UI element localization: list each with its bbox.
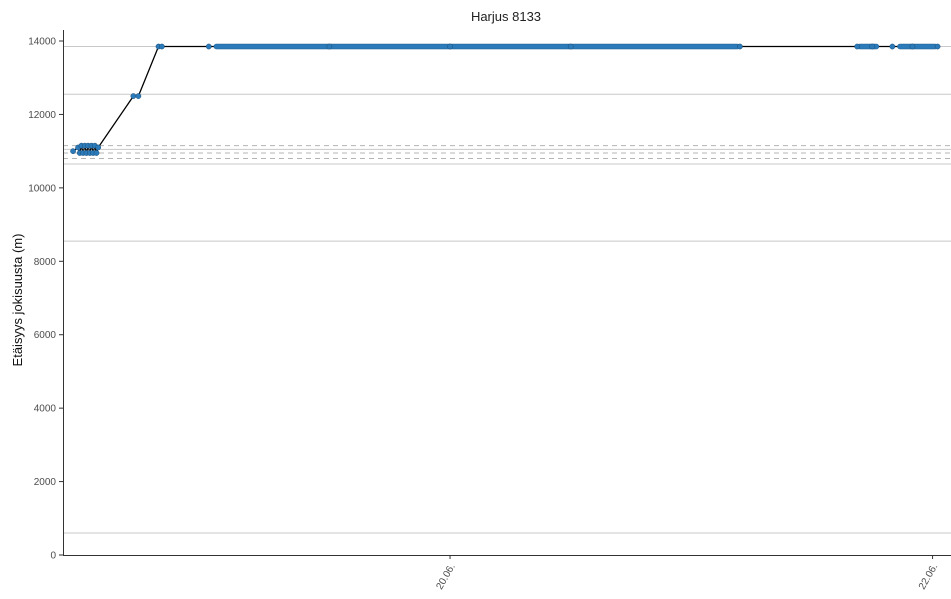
y-tick-label: 2000 [34,477,57,488]
y-ticks: 0 2000 4000 6000 8000 10000 12000 14000 [28,37,63,562]
chart-title: Harjus 8133 [471,9,541,24]
y-tick-label: 0 [50,551,56,562]
series-point [869,43,876,50]
y-tick-label: 4000 [34,404,57,415]
reference-lines [63,46,951,534]
series-point [93,150,100,156]
series-point [889,43,896,50]
x-ticks: 20.06. 22.06. [434,555,940,592]
series-point [205,43,212,50]
y-tick-label: 8000 [34,257,57,268]
series-dense-run [856,43,880,50]
series-dense-run [213,43,741,50]
series-point [130,93,137,99]
series-point [326,43,333,50]
y-axis-label: Etäisyys jokisuusta (m) [10,234,25,367]
series-point [934,43,941,50]
series-line [72,45,938,156]
series-point [135,93,142,99]
axes [63,30,951,556]
series-point [737,43,743,50]
series-group [70,43,941,156]
series-dense-run [897,43,938,50]
series-point [909,43,916,50]
y-tick-label: 10000 [28,183,56,194]
series-point [447,43,453,50]
y-tick-label: 14000 [28,37,56,48]
series-point [854,43,861,50]
series-point [159,43,165,50]
x-tick-label: 20.06. [434,562,457,592]
series-point [567,43,574,50]
series-point [95,144,102,151]
y-tick-label: 6000 [34,330,57,341]
x-tick-label: 22.06. [917,562,940,592]
series-point [70,148,76,155]
y-tick-label: 12000 [28,110,56,121]
